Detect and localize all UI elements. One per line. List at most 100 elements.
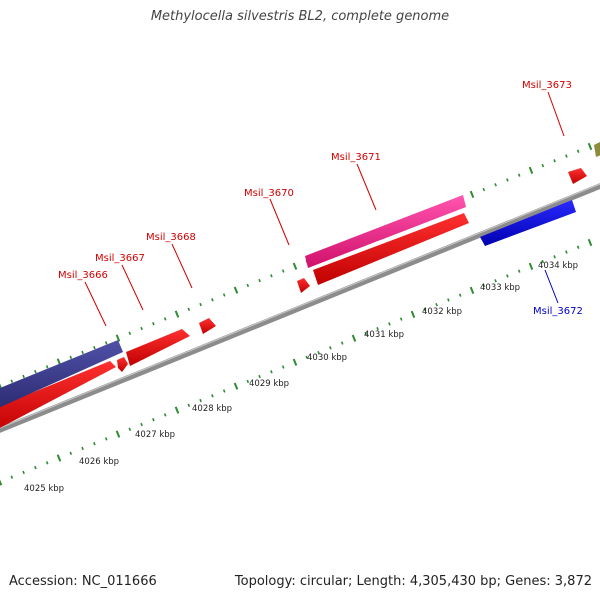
- minor-tick: [199, 302, 202, 307]
- minor-tick: [81, 446, 84, 451]
- minor-tick: [246, 283, 250, 288]
- gene-label[interactable]: Msil_3671: [331, 152, 381, 163]
- minor-tick: [199, 398, 202, 403]
- minor-tick: [399, 317, 403, 321]
- cds-feature[interactable]: [0, 361, 116, 434]
- gene-label-leader: [544, 269, 559, 304]
- gene-label[interactable]: Msil_3667: [95, 253, 145, 264]
- lower-tick-row: [0, 238, 593, 486]
- minor-tick: [152, 418, 155, 422]
- gene-label[interactable]: Msil_3668: [146, 232, 196, 243]
- genome-backbone: [0, 183, 600, 433]
- minor-tick: [128, 427, 132, 431]
- minor-tick: [482, 283, 486, 288]
- cds-feature[interactable]: [313, 213, 469, 285]
- minor-tick: [482, 187, 486, 192]
- minor-tick: [152, 322, 155, 326]
- gene-label-leader: [84, 281, 107, 327]
- gene-label[interactable]: Msil_3670: [244, 188, 294, 199]
- forward-strand-features: [0, 168, 587, 434]
- minor-tick: [258, 374, 261, 379]
- major-tick: [528, 262, 534, 271]
- minor-tick: [281, 365, 285, 369]
- scale-label: 4032 kbp: [422, 307, 462, 317]
- backbone-highlight: [0, 183, 600, 429]
- minor-tick: [69, 355, 73, 359]
- rna-feature[interactable]: [305, 195, 466, 268]
- scale-label: 4034 kbp: [538, 261, 578, 271]
- minor-tick: [565, 250, 568, 254]
- gene-label[interactable]: Msil_3673: [522, 80, 572, 91]
- minor-tick: [222, 389, 226, 393]
- scale-label: 4025 kbp: [24, 484, 64, 494]
- minor-tick: [317, 350, 320, 355]
- gene-label[interactable]: Msil_3666: [58, 270, 108, 281]
- cds-feature[interactable]: [297, 278, 310, 293]
- scale-label: 4031 kbp: [364, 330, 404, 340]
- minor-tick: [435, 303, 438, 307]
- minor-tick: [140, 326, 143, 331]
- major-tick: [351, 334, 357, 342]
- gene-label[interactable]: Msil_3672: [533, 306, 583, 317]
- cds-feature-reverse[interactable]: [480, 200, 576, 246]
- minor-tick: [22, 374, 25, 379]
- scale-label: 4027 kbp: [135, 430, 175, 440]
- minor-tick: [364, 331, 368, 336]
- minor-tick: [93, 345, 96, 350]
- scale-label: 4029 kbp: [249, 379, 289, 389]
- major-tick: [56, 454, 62, 462]
- minor-tick: [388, 322, 391, 326]
- major-tick: [115, 334, 121, 342]
- minor-tick: [10, 475, 14, 479]
- scale-labels: 4025 kbp 4026 kbp 4027 kbp 4028 kbp 4029 kbp…: [24, 261, 578, 494]
- minor-tick: [93, 441, 96, 446]
- gene-label-leader: [269, 198, 290, 246]
- minor-tick: [423, 307, 427, 312]
- gene-label-leader: [171, 243, 193, 289]
- cds-feature[interactable]: [568, 168, 587, 184]
- minor-tick: [270, 370, 273, 374]
- minor-tick: [211, 298, 214, 302]
- minor-tick: [553, 255, 556, 259]
- olive-feature[interactable]: [594, 140, 600, 157]
- minor-tick: [69, 451, 73, 455]
- genome-summary: Topology: circular; Length: 4,305,430 bp…: [234, 574, 592, 589]
- minor-tick: [447, 298, 450, 302]
- minor-tick: [211, 394, 214, 398]
- gene-label-leader: [356, 163, 377, 211]
- major-tick: [174, 406, 180, 414]
- minor-tick: [541, 163, 545, 168]
- minor-tick: [104, 341, 108, 345]
- minor-tick: [246, 379, 250, 384]
- major-tick: [115, 430, 121, 438]
- cds-feature[interactable]: [199, 318, 216, 334]
- major-tick: [233, 286, 239, 294]
- minor-tick: [541, 259, 545, 264]
- cog-feature[interactable]: [0, 340, 123, 412]
- gene-label-leader: [547, 91, 565, 137]
- minor-tick: [553, 159, 556, 163]
- major-tick: [292, 358, 298, 366]
- minor-tick: [34, 369, 37, 374]
- minor-tick: [458, 293, 462, 297]
- major-tick: [410, 310, 416, 318]
- minor-tick: [22, 470, 25, 475]
- cds-feature[interactable]: [126, 329, 190, 366]
- minor-tick: [517, 173, 521, 177]
- minor-tick: [140, 422, 143, 427]
- minor-tick: [494, 183, 497, 187]
- minor-tick: [10, 379, 14, 383]
- gene-label-leader: [121, 264, 144, 311]
- scale-label: 4033 kbp: [480, 283, 520, 293]
- major-tick: [292, 262, 298, 270]
- cds-feature[interactable]: [117, 357, 128, 372]
- major-tick: [528, 166, 534, 175]
- minor-tick: [506, 178, 509, 182]
- minor-tick: [34, 465, 37, 470]
- minor-tick: [128, 331, 132, 335]
- minor-tick: [163, 317, 167, 321]
- minor-tick: [281, 269, 285, 273]
- minor-tick: [565, 154, 568, 158]
